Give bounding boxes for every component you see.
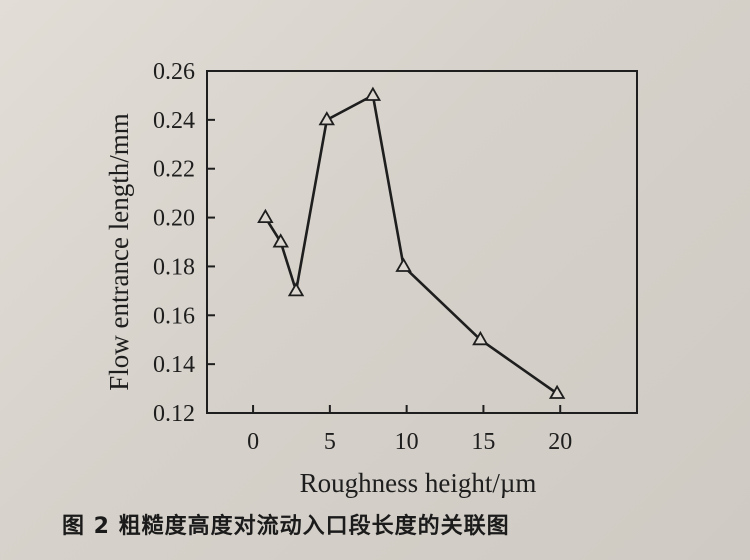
y-axis: 0.12 0.14 0.16 0.18 0.20 0.22 0.24 0.26	[153, 59, 215, 427]
y-tick-label: 0.12	[153, 401, 195, 427]
data-point-marker	[395, 257, 412, 272]
x-tick-label: 15	[471, 429, 495, 455]
y-axis-title: Flow entrance length/mm	[104, 113, 134, 390]
plot-frame	[206, 70, 638, 414]
figure-caption: 图 2 粗糙度高度对流动入口段长度的关联图	[62, 514, 510, 539]
y-tick-label: 0.16	[153, 303, 195, 329]
x-tick-label: 0	[247, 429, 259, 455]
x-tick-label: 20	[548, 429, 572, 455]
y-tick-label: 0.20	[153, 206, 195, 232]
y-tick-label: 0.14	[153, 352, 195, 378]
series-layer	[257, 86, 566, 399]
y-tick-label: 0.18	[153, 254, 195, 280]
x-axis-title: Roughness height/µm	[300, 468, 537, 498]
data-point-marker	[272, 233, 289, 248]
data-point-marker	[257, 208, 274, 224]
data-point-marker	[318, 111, 335, 126]
x-tick-label: 5	[324, 429, 336, 455]
x-tick-label: 10	[395, 429, 419, 455]
data-point-marker	[364, 86, 382, 101]
y-tick-label: 0.26	[153, 59, 195, 85]
series-line	[264, 94, 558, 395]
x-axis: 0 5 10 15 20	[247, 405, 572, 455]
y-tick-label: 0.22	[153, 157, 195, 183]
data-point-marker	[287, 282, 305, 297]
y-tick-label: 0.24	[153, 108, 195, 134]
data-point-marker	[548, 384, 566, 399]
data-point-marker	[472, 330, 489, 346]
